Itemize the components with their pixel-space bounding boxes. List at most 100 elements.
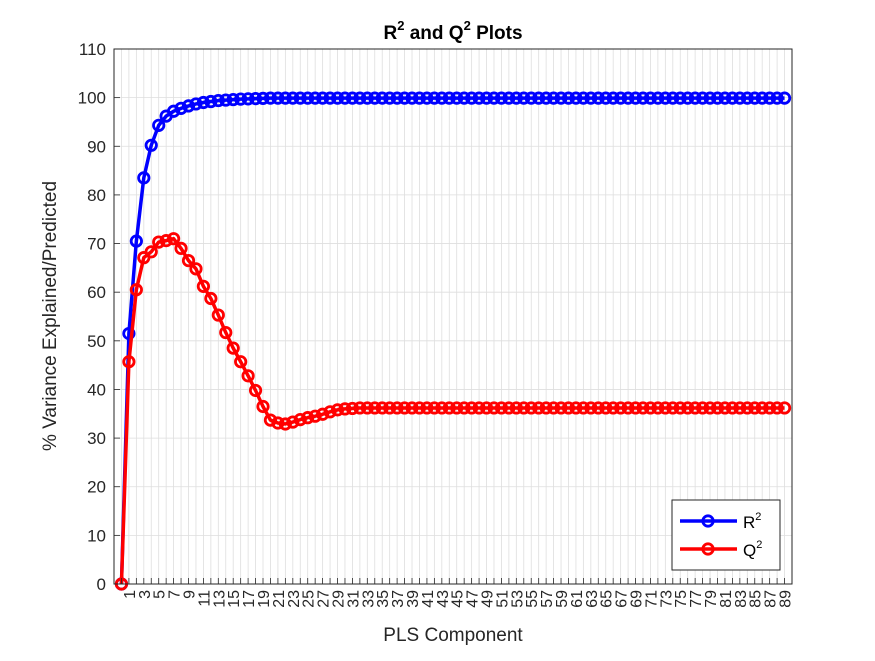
- data-point-r2: [256, 91, 270, 105]
- data-point-r2: [755, 91, 769, 105]
- data-point-r2: [152, 118, 166, 132]
- data-point-q2: [524, 401, 538, 415]
- data-point-r2: [763, 91, 777, 105]
- data-point-q2: [196, 279, 211, 293]
- data-point-r2: [703, 91, 717, 105]
- data-point-q2: [323, 405, 337, 419]
- data-point-q2: [465, 401, 479, 415]
- data-point-q2: [375, 401, 389, 415]
- x-axis-label: PLS Component: [383, 625, 523, 646]
- data-point-q2: [643, 401, 658, 415]
- data-point-r2: [129, 234, 143, 248]
- data-point-r2: [748, 91, 762, 105]
- data-point-q2: [770, 401, 784, 415]
- x-tick-label: 61: [569, 590, 586, 608]
- data-point-q2: [777, 401, 792, 415]
- y-tick-label: 20: [87, 478, 106, 497]
- data-point-r2: [323, 91, 337, 105]
- data-point-q2: [532, 401, 546, 415]
- data-point-q2: [144, 245, 158, 259]
- data-point-q2: [122, 355, 136, 369]
- x-tick-label: 45: [450, 590, 467, 608]
- data-point-r2: [576, 91, 590, 105]
- data-point-r2: [561, 91, 576, 105]
- data-point-q2: [159, 234, 173, 248]
- data-point-q2: [517, 401, 531, 415]
- axes-frame: [113, 48, 793, 585]
- y-tick-label: 30: [87, 429, 106, 448]
- data-point-q2: [695, 401, 710, 415]
- plot-area: [114, 49, 792, 584]
- data-point-r2: [628, 91, 643, 105]
- data-point-r2: [695, 91, 710, 105]
- data-point-r2: [316, 91, 330, 105]
- x-tick-label: 11: [196, 590, 213, 607]
- data-point-q2: [129, 283, 143, 297]
- data-point-q2: [219, 325, 233, 340]
- x-tick-label: 27: [316, 590, 333, 608]
- data-point-r2: [502, 91, 516, 105]
- data-point-r2: [293, 91, 307, 105]
- data-point-q2: [502, 401, 516, 415]
- data-point-q2: [494, 401, 509, 415]
- data-point-r2: [591, 91, 605, 105]
- data-point-q2: [666, 401, 680, 415]
- x-tick-label: 1: [122, 590, 139, 599]
- data-point-r2: [636, 91, 650, 105]
- data-point-q2: [271, 416, 285, 430]
- data-point-r2: [301, 91, 315, 105]
- data-point-r2: [532, 91, 546, 105]
- data-point-q2: [390, 401, 404, 415]
- data-point-r2: [658, 91, 672, 105]
- data-point-q2: [338, 402, 352, 416]
- data-point-q2: [420, 401, 434, 415]
- data-point-r2: [777, 91, 792, 105]
- x-axis-ticks: 1357911131517192123252729313335373941434…: [121, 578, 795, 608]
- x-tick-label: 3: [137, 590, 154, 599]
- data-point-q2: [256, 399, 270, 414]
- data-point-q2: [733, 401, 747, 415]
- data-point-q2: [397, 401, 412, 415]
- grid-x: [121, 49, 785, 584]
- y-axis-label: % Variance Explained/Predicted: [40, 181, 61, 451]
- data-point-r2: [725, 91, 740, 105]
- y-tick-label: 80: [87, 186, 106, 205]
- data-point-r2: [770, 91, 784, 105]
- data-point-r2: [271, 91, 285, 105]
- legend-box: [671, 499, 781, 571]
- data-point-q2: [442, 401, 456, 415]
- x-tick-label: 63: [584, 590, 601, 608]
- data-point-r2: [196, 95, 211, 110]
- x-tick-label: 65: [599, 590, 616, 608]
- series-layer: [114, 91, 792, 591]
- x-tick-label: 43: [435, 590, 452, 608]
- x-tick-label: 55: [524, 590, 541, 608]
- data-point-r2: [181, 99, 196, 113]
- data-point-q2: [748, 401, 762, 415]
- legend-r2-label: R2: [743, 511, 761, 532]
- data-point-q2: [546, 401, 561, 415]
- data-point-q2: [353, 401, 367, 415]
- data-point-r2: [137, 171, 151, 185]
- x-tick-label: 29: [331, 590, 348, 608]
- data-point-q2: [614, 401, 628, 415]
- data-point-q2: [152, 235, 166, 249]
- data-point-r2: [584, 91, 598, 105]
- data-point-q2: [286, 415, 300, 429]
- x-tick-label: 89: [778, 590, 795, 608]
- data-point-q2: [383, 401, 397, 415]
- data-point-r2: [472, 91, 486, 105]
- data-point-q2: [226, 341, 240, 355]
- x-tick-label: 31: [345, 590, 362, 608]
- data-point-q2: [181, 253, 196, 268]
- legend-q2-label: Q2: [743, 539, 762, 560]
- data-point-r2: [450, 91, 464, 105]
- data-point-r2: [554, 91, 568, 105]
- x-tick-label: 21: [271, 590, 288, 608]
- data-point-r2: [375, 91, 389, 105]
- data-point-q2: [725, 401, 740, 415]
- data-point-r2: [211, 93, 225, 108]
- x-tick-label: 37: [390, 590, 407, 608]
